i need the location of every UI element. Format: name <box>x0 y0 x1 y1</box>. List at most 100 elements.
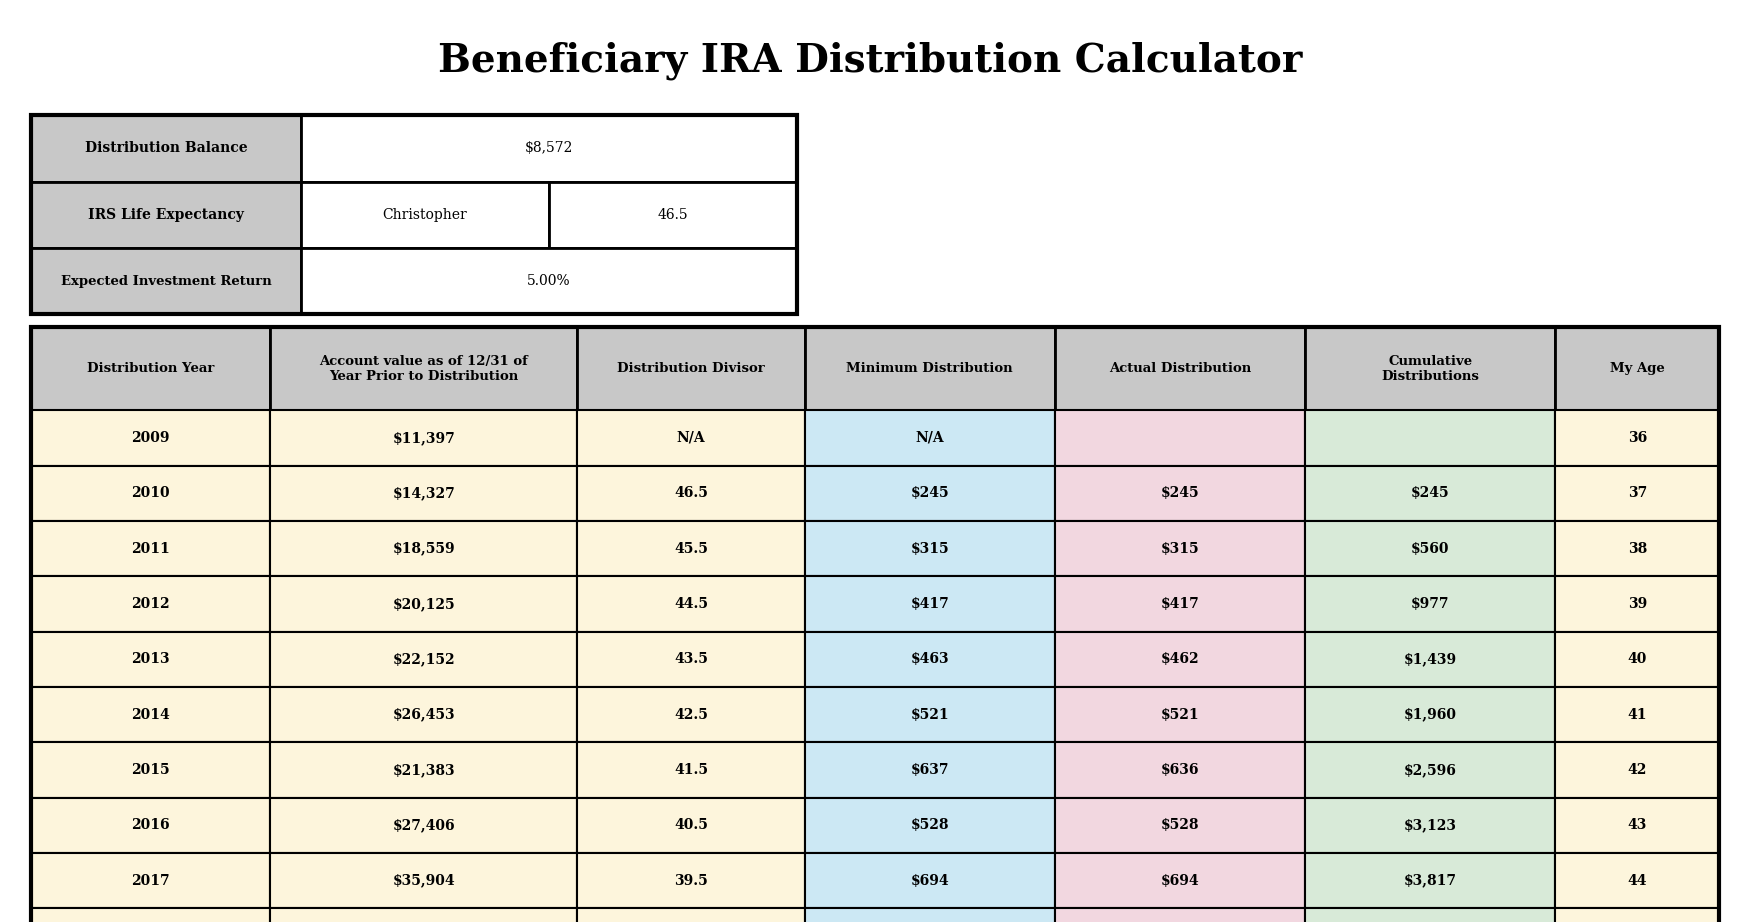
Text: Distribution Year: Distribution Year <box>87 362 214 375</box>
Bar <box>577 853 803 908</box>
Text: 41: 41 <box>1626 707 1647 722</box>
Bar <box>270 908 577 922</box>
Bar <box>577 466 803 521</box>
Bar <box>1304 742 1555 798</box>
Bar <box>1555 466 1718 521</box>
Text: 2012: 2012 <box>132 597 170 611</box>
Bar <box>270 521 577 576</box>
Text: 5.00%: 5.00% <box>527 274 570 289</box>
Bar <box>1304 327 1555 410</box>
Text: 2017: 2017 <box>132 873 170 888</box>
Text: 41.5: 41.5 <box>673 762 708 777</box>
Bar <box>1555 853 1718 908</box>
Text: $977: $977 <box>1410 597 1449 611</box>
Text: $521: $521 <box>1160 707 1198 722</box>
Bar <box>577 742 803 798</box>
Bar <box>270 742 577 798</box>
Bar <box>31 248 301 314</box>
Text: 39: 39 <box>1626 597 1645 611</box>
Bar <box>31 632 270 687</box>
Bar <box>803 466 1054 521</box>
Bar <box>270 687 577 742</box>
Bar <box>1054 798 1304 853</box>
Bar <box>577 687 803 742</box>
Bar <box>1054 410 1304 466</box>
Bar <box>803 410 1054 466</box>
Text: 36: 36 <box>1626 431 1645 445</box>
Text: 42.5: 42.5 <box>673 707 708 722</box>
Bar <box>301 248 796 314</box>
Text: $18,559: $18,559 <box>393 541 456 556</box>
Text: 2015: 2015 <box>132 762 170 777</box>
Bar <box>1054 327 1304 410</box>
Text: $26,453: $26,453 <box>393 707 456 722</box>
Text: $463: $463 <box>909 652 948 667</box>
Bar <box>577 632 803 687</box>
Bar <box>803 908 1054 922</box>
Bar <box>31 798 270 853</box>
Bar <box>1304 798 1555 853</box>
Bar <box>1054 521 1304 576</box>
Bar <box>1054 576 1304 632</box>
Bar <box>803 853 1054 908</box>
Bar <box>31 327 270 410</box>
Bar <box>577 327 803 410</box>
Bar <box>577 521 803 576</box>
Bar <box>1054 687 1304 742</box>
Bar <box>803 327 1054 410</box>
Bar <box>31 182 301 248</box>
Bar <box>31 576 270 632</box>
Bar <box>1304 576 1555 632</box>
Text: $417: $417 <box>909 597 949 611</box>
Text: 42: 42 <box>1626 762 1647 777</box>
Bar <box>31 687 270 742</box>
Bar <box>1054 853 1304 908</box>
Bar <box>270 632 577 687</box>
Text: $35,904: $35,904 <box>393 873 456 888</box>
Text: 40.5: 40.5 <box>673 818 708 833</box>
Text: $14,327: $14,327 <box>391 486 456 501</box>
Text: $1,439: $1,439 <box>1403 652 1456 667</box>
Bar <box>270 466 577 521</box>
Bar <box>1054 742 1304 798</box>
Text: 2011: 2011 <box>130 541 170 556</box>
Bar <box>803 687 1054 742</box>
Bar <box>1555 632 1718 687</box>
Bar <box>803 521 1054 576</box>
Text: Actual Distribution: Actual Distribution <box>1108 362 1250 375</box>
Text: 43.5: 43.5 <box>673 652 708 667</box>
Text: $245: $245 <box>909 486 948 501</box>
Text: $8,572: $8,572 <box>525 141 572 156</box>
Text: 45.5: 45.5 <box>673 541 708 556</box>
Bar <box>31 908 270 922</box>
Text: 2010: 2010 <box>132 486 170 501</box>
Text: $20,125: $20,125 <box>393 597 456 611</box>
Bar <box>1555 687 1718 742</box>
Bar <box>1555 327 1718 410</box>
Bar <box>1555 798 1718 853</box>
Bar <box>270 327 577 410</box>
Text: 44: 44 <box>1626 873 1647 888</box>
Bar <box>803 798 1054 853</box>
Text: 46.5: 46.5 <box>657 207 689 222</box>
Text: $694: $694 <box>909 873 948 888</box>
Text: Distribution Divisor: Distribution Divisor <box>617 362 765 375</box>
Text: $2,596: $2,596 <box>1403 762 1456 777</box>
Text: $3,123: $3,123 <box>1403 818 1456 833</box>
Text: Minimum Distribution: Minimum Distribution <box>845 362 1012 375</box>
Text: $462: $462 <box>1160 652 1198 667</box>
Text: $521: $521 <box>909 707 948 722</box>
Text: 46.5: 46.5 <box>673 486 708 501</box>
Text: $3,817: $3,817 <box>1403 873 1456 888</box>
Text: 2016: 2016 <box>132 818 170 833</box>
Text: 2009: 2009 <box>132 431 170 445</box>
Text: $245: $245 <box>1160 486 1198 501</box>
Bar <box>270 410 577 466</box>
Bar <box>577 410 803 466</box>
Bar <box>1304 521 1555 576</box>
Bar <box>803 742 1054 798</box>
Bar <box>1304 466 1555 521</box>
Text: Cumulative
Distributions: Cumulative Distributions <box>1381 355 1478 383</box>
Text: $21,383: $21,383 <box>393 762 456 777</box>
Text: $560: $560 <box>1410 541 1449 556</box>
